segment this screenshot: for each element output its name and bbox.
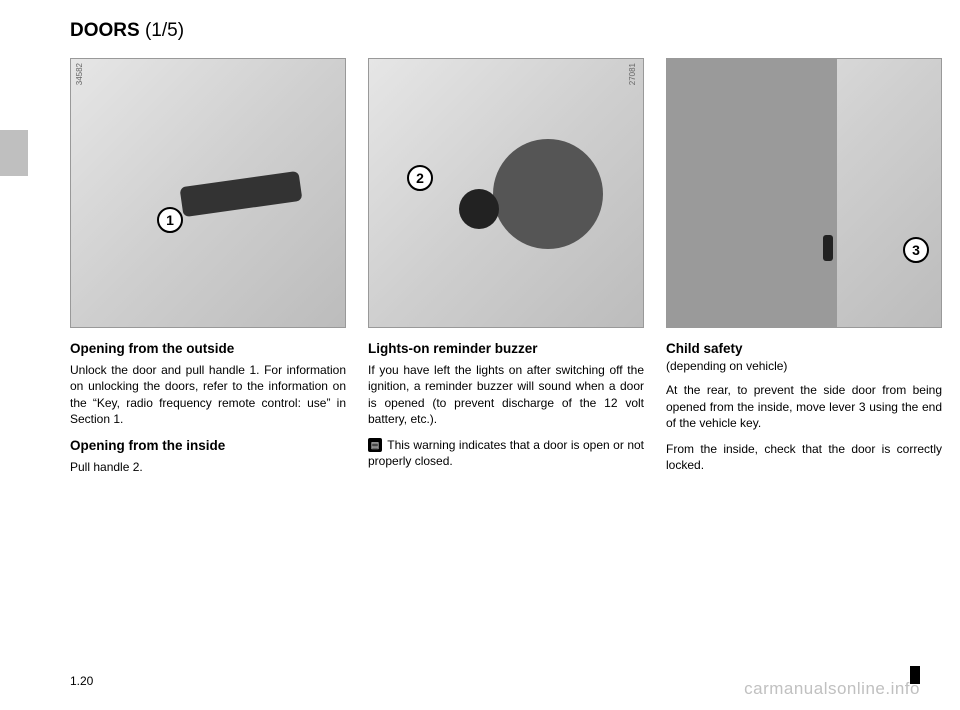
- door-open-warning-icon: ▤: [368, 438, 382, 452]
- callout-1: 1: [157, 207, 183, 233]
- figure-2: 27081 2: [368, 58, 644, 328]
- section-tab: [0, 130, 28, 176]
- figure-1: 34582 1: [70, 58, 346, 328]
- col3-sub: (depending on vehicle): [666, 359, 787, 373]
- column-2: 27081 2 Lights-on reminder buzzer If you…: [368, 58, 644, 485]
- col1-heading-2: Opening from the inside: [70, 437, 346, 455]
- col2-para-2-text: This warning indicates that a door is op…: [368, 438, 644, 468]
- watermark: carmanualsonline.info: [744, 679, 920, 699]
- col2-para-2: ▤ This warning indicates that a door is …: [368, 437, 644, 469]
- column-3: 27206 3 Child safety (depending on vehic…: [666, 58, 942, 485]
- col1-heading-1: Opening from the outside: [70, 340, 346, 358]
- callout-2: 2: [407, 165, 433, 191]
- column-1: 34582 1 Opening from the outside Unlock …: [70, 58, 346, 485]
- col2-para-1: If you have left the lights on after swi…: [368, 362, 644, 427]
- page-number: 1.20: [70, 674, 93, 688]
- col3-para-1: At the rear, to prevent the side door fr…: [666, 382, 942, 431]
- columns: 34582 1 Opening from the outside Unlock …: [70, 58, 920, 485]
- col1-para-1: Unlock the door and pull handle 1. For i…: [70, 362, 346, 427]
- figure-2-id: 27081: [628, 63, 639, 85]
- col3-heading-block: Child safety (depending on vehicle): [666, 340, 942, 374]
- callout-3: 3: [903, 237, 929, 263]
- col2-heading-1: Lights-on reminder buzzer: [368, 340, 644, 358]
- col1-para-2: Pull handle 2.: [70, 459, 346, 475]
- title-main: DOORS: [70, 20, 140, 41]
- col3-heading-1: Child safety: [666, 341, 743, 356]
- page-content: DOORS (1/5) 34582 1 Opening from the out…: [0, 0, 960, 505]
- figure-1-id: 34582: [75, 63, 86, 85]
- title-sub: (1/5): [145, 20, 184, 41]
- page-title: DOORS (1/5): [70, 20, 920, 42]
- col3-para-2: From the inside, check that the door is …: [666, 441, 942, 473]
- figure-3: 27206 3: [666, 58, 942, 328]
